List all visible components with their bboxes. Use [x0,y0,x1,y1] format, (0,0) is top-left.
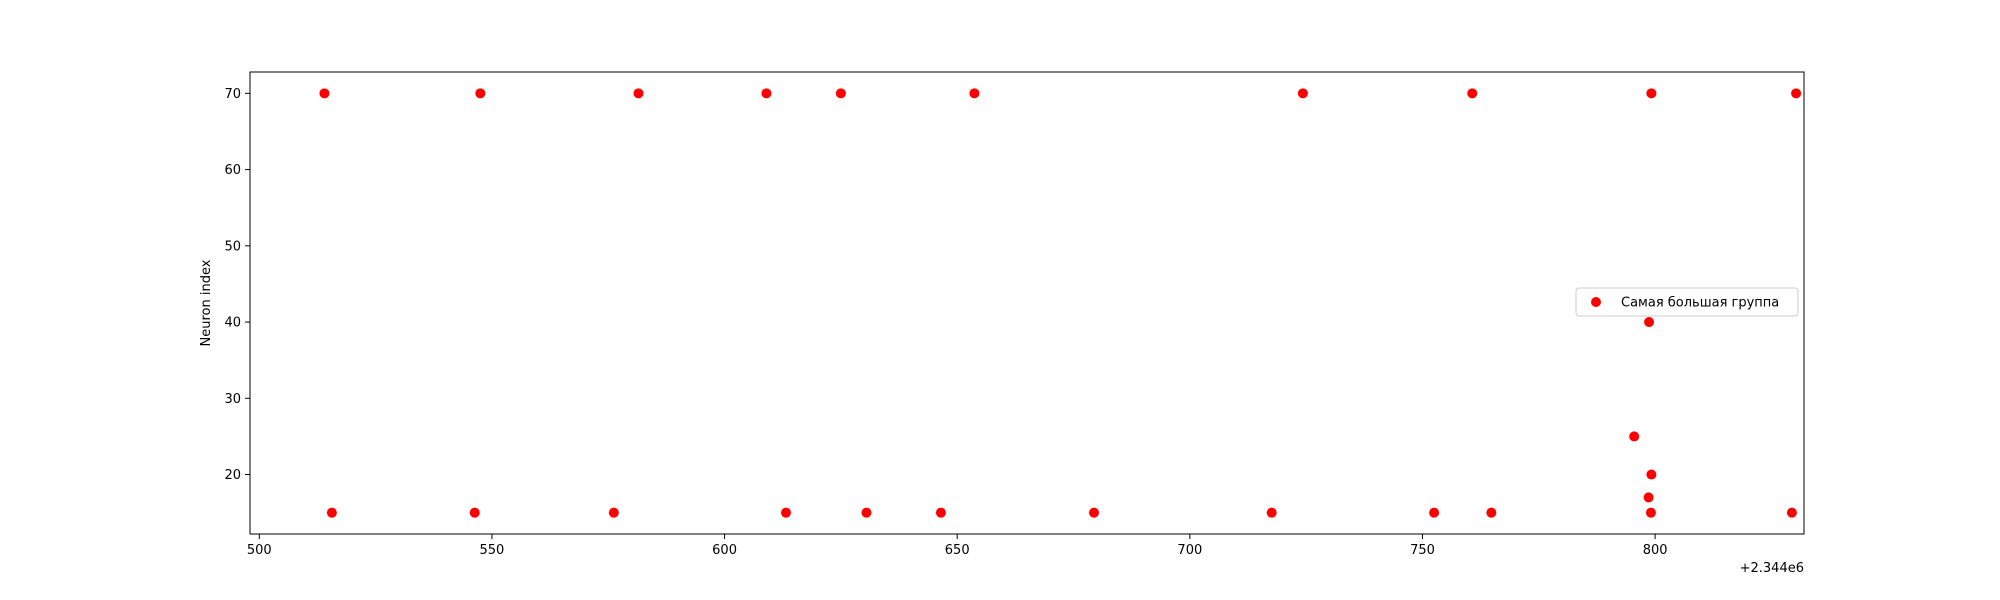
data-point [475,88,486,99]
x-axis-ticks: 500 550 600 650 700 750 800 [247,534,1668,558]
data-point [1266,507,1277,518]
points-layer [319,88,1802,518]
x-tick-label: 650 [945,543,970,558]
y-axis-label: Neuron index [199,259,214,346]
data-point [861,507,872,518]
x-tick-label: 500 [247,543,272,558]
legend: Самая большая группа [1575,287,1799,317]
data-point [1645,507,1656,518]
data-point [1646,88,1657,99]
x-tick-label: 550 [480,543,505,558]
data-point [1643,492,1654,503]
data-point [1791,88,1802,99]
data-point [1297,88,1308,99]
x-tick-label: 800 [1643,543,1668,558]
data-point [761,88,772,99]
data-point [1429,507,1440,518]
data-point [608,507,619,518]
data-point [1629,431,1640,442]
x-tick-label: 700 [1177,543,1202,558]
data-point [1646,469,1657,480]
data-point [1786,507,1797,518]
y-tick-label: 40 [224,316,241,331]
x-axis-offset-label: +2.344e6 [1740,561,1804,576]
y-tick-label: 30 [224,392,241,407]
y-tick-label: 60 [224,163,241,178]
legend-label: Самая большая группа [1621,296,1779,311]
x-tick-label: 750 [1410,543,1435,558]
data-point [1467,88,1478,99]
data-point [469,507,480,518]
y-tick-label: 50 [224,239,241,254]
data-point [326,507,337,518]
data-point [1644,317,1655,328]
data-point [780,507,791,518]
data-point [319,88,330,99]
data-point [835,88,846,99]
plot-area-frame [249,71,1805,535]
data-point [935,507,946,518]
data-point [1486,507,1497,518]
y-tick-label: 70 [224,87,241,102]
data-point [969,88,980,99]
y-axis-ticks: 20 30 40 50 60 70 [224,87,250,483]
x-tick-label: 600 [712,543,737,558]
legend-marker [1591,297,1601,307]
data-point [1088,507,1099,518]
data-point [633,88,644,99]
y-tick-label: 20 [224,468,241,483]
legend-box [1575,287,1799,317]
